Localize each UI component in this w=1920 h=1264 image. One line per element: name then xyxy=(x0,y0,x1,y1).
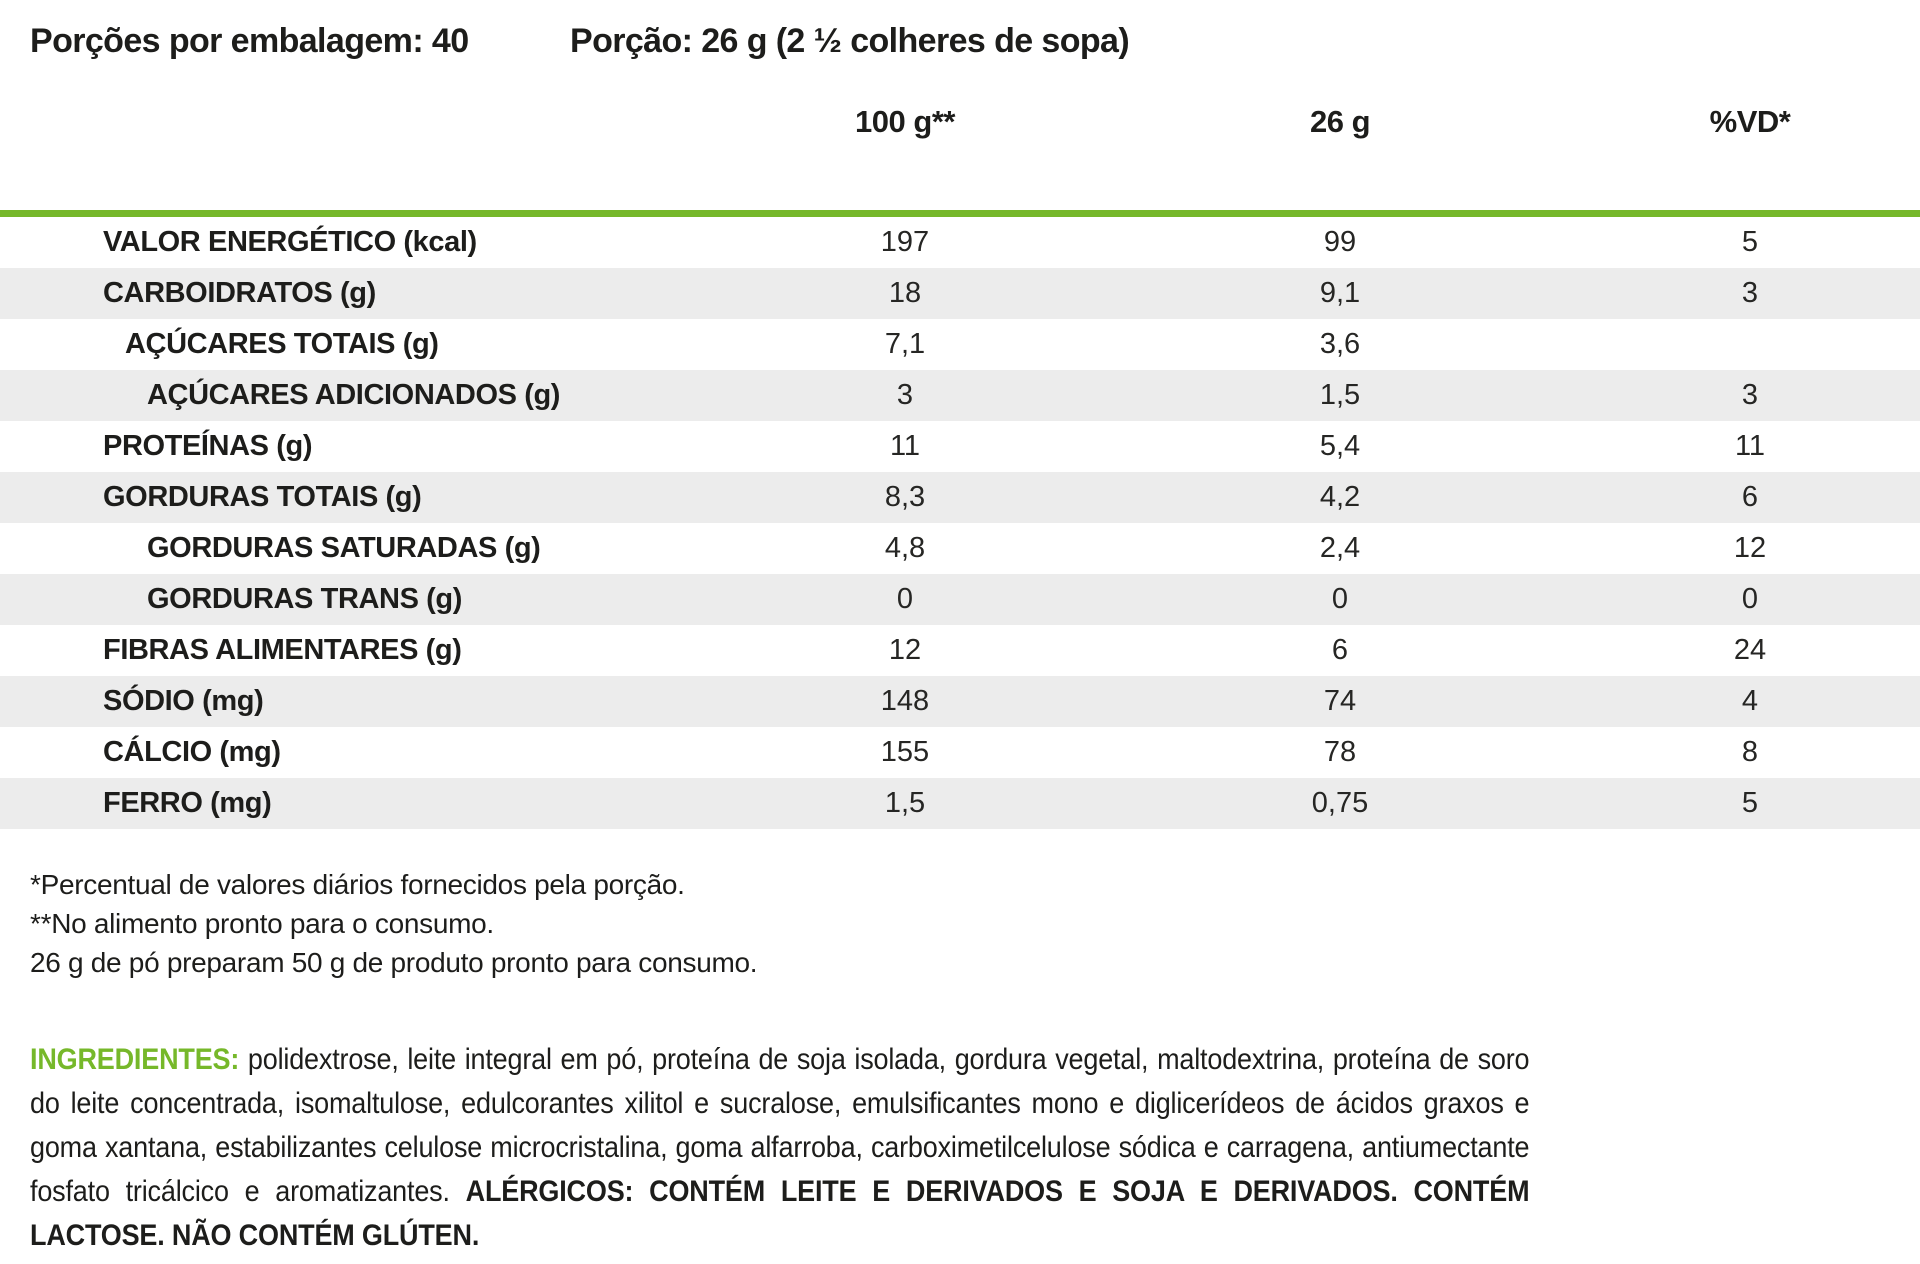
row-value-100g: 148 xyxy=(880,685,930,717)
row-value-100g: 18 xyxy=(888,277,922,309)
footnotes: *Percentual de valores diários fornecido… xyxy=(30,865,1920,982)
table-row-proteinas: PROTEÍNAS (g) 11 5,4 11 xyxy=(0,421,1920,472)
row-value-100g: 197 xyxy=(880,226,930,258)
row-label: VALOR ENERGÉTICO (kcal) xyxy=(103,226,477,258)
table-row-gorduras-trans: GORDURAS TRANS (g) 0 0 0 xyxy=(0,574,1920,625)
col-header-26g: 26 g xyxy=(1309,104,1371,139)
row-value-vd: 0 xyxy=(1741,583,1759,615)
row-value-26g: 9,1 xyxy=(1319,277,1361,309)
row-value-26g: 74 xyxy=(1323,685,1357,717)
row-value-26g: 4,2 xyxy=(1319,481,1361,513)
table-row-carboidratos: CARBOIDRATOS (g) 18 9,1 3 xyxy=(0,268,1920,319)
table-row-fibras-alimentares: FIBRAS ALIMENTARES (g) 12 6 24 xyxy=(0,625,1920,676)
table-row-acucares-totais: AÇÚCARES TOTAIS (g) 7,1 3,6 xyxy=(0,319,1920,370)
table-row-gorduras-totais: GORDURAS TOTAIS (g) 8,3 4,2 6 xyxy=(0,472,1920,523)
row-value-vd: 6 xyxy=(1741,481,1759,513)
ingredients-paragraph: INGREDIENTES: polidextrose, leite integr… xyxy=(30,1038,1530,1258)
nutrition-table: 100 g** 26 g %VD* VALOR ENERGÉTICO (kcal… xyxy=(0,96,1920,829)
col-header-vd: %VD* xyxy=(1709,104,1791,139)
footnote-preparation-yield: 26 g de pó preparam 50 g de produto pron… xyxy=(30,947,758,978)
row-value-100g: 7,1 xyxy=(884,328,926,360)
ingredients-label: INGREDIENTES: xyxy=(30,1043,240,1076)
row-label: AÇÚCARES ADICIONADOS (g) xyxy=(147,379,561,411)
row-value-26g: 3,6 xyxy=(1319,328,1361,360)
row-label: FERRO (mg) xyxy=(103,787,272,819)
row-label: GORDURAS TOTAIS (g) xyxy=(103,481,422,513)
row-label: GORDURAS TRANS (g) xyxy=(147,583,463,615)
table-row-sodio: SÓDIO (mg) 148 74 4 xyxy=(0,676,1920,727)
footnote-prepared-food: **No alimento pronto para o consumo. xyxy=(30,908,494,939)
serving-size: Porção: 26 g (2 ½ colheres de sopa) xyxy=(570,22,1130,60)
row-value-26g: 1,5 xyxy=(1319,379,1361,411)
row-value-100g: 12 xyxy=(888,634,922,666)
ingredients-text: polidextrose, leite integral em pó, prot… xyxy=(30,1043,1530,1208)
row-value-vd: 3 xyxy=(1741,379,1759,411)
accent-divider-bar xyxy=(0,210,1920,217)
row-value-vd: 4 xyxy=(1741,685,1759,717)
row-value-26g: 5,4 xyxy=(1319,430,1361,462)
row-label: AÇÚCARES TOTAIS (g) xyxy=(125,328,439,360)
row-label: GORDURAS SATURADAS (g) xyxy=(147,532,541,564)
row-value-26g: 99 xyxy=(1323,226,1357,258)
footnote-percent-daily-values: *Percentual de valores diários fornecido… xyxy=(30,869,685,900)
row-label: CARBOIDRATOS (g) xyxy=(103,277,376,309)
row-value-26g: 78 xyxy=(1323,736,1357,768)
row-value-100g: 155 xyxy=(880,736,930,768)
serving-info-line: Porções por embalagem: 40 Porção: 26 g (… xyxy=(0,0,1920,68)
row-value-vd: 11 xyxy=(1734,430,1766,462)
row-value-vd: 3 xyxy=(1741,277,1759,309)
table-row-ferro: FERRO (mg) 1,5 0,75 5 xyxy=(0,778,1920,829)
row-value-vd: 5 xyxy=(1741,226,1759,258)
table-row-gorduras-saturadas: GORDURAS SATURADAS (g) 4,8 2,4 12 xyxy=(0,523,1920,574)
table-row-calcio: CÁLCIO (mg) 155 78 8 xyxy=(0,727,1920,778)
row-value-100g: 0 xyxy=(896,583,914,615)
row-label: CÁLCIO (mg) xyxy=(103,736,281,768)
row-value-26g: 6 xyxy=(1331,634,1349,666)
row-value-100g: 11 xyxy=(889,430,921,462)
row-value-26g: 0,75 xyxy=(1311,787,1369,819)
row-value-100g: 3 xyxy=(896,379,914,411)
table-row-valor-energetico: VALOR ENERGÉTICO (kcal) 197 99 5 xyxy=(0,217,1920,268)
servings-per-package: Porções por embalagem: 40 xyxy=(30,22,469,60)
row-value-100g: 4,8 xyxy=(884,532,926,564)
row-value-vd: 24 xyxy=(1733,634,1767,666)
row-value-vd: 12 xyxy=(1733,532,1767,564)
row-value-100g: 1,5 xyxy=(884,787,926,819)
row-label: PROTEÍNAS (g) xyxy=(103,430,313,462)
row-label: SÓDIO (mg) xyxy=(103,685,264,717)
col-header-100g: 100 g** xyxy=(855,104,955,139)
row-label: FIBRAS ALIMENTARES (g) xyxy=(103,634,462,666)
row-value-26g: 0 xyxy=(1331,583,1349,615)
row-value-vd: 5 xyxy=(1741,787,1759,819)
table-row-acucares-adicionados: AÇÚCARES ADICIONADOS (g) 3 1,5 3 xyxy=(0,370,1920,421)
row-value-26g: 2,4 xyxy=(1319,532,1361,564)
row-value-vd: 8 xyxy=(1741,736,1759,768)
allergens-statement: ALÉRGICOS: CONTÉM LEITE E DERIVADOS E SO… xyxy=(30,1175,1530,1252)
table-header-row: 100 g** 26 g %VD* xyxy=(0,96,1920,147)
row-value-100g: 8,3 xyxy=(884,481,926,513)
